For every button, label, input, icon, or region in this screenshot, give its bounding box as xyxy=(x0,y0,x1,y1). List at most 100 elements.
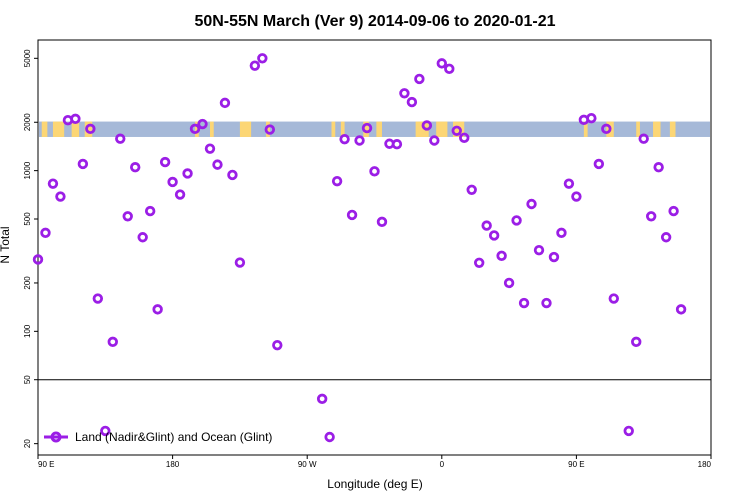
data-point xyxy=(174,189,186,200)
data-point xyxy=(212,159,223,170)
land-segment xyxy=(195,121,199,137)
data-point xyxy=(122,211,133,222)
data-point xyxy=(376,216,388,228)
data-point xyxy=(137,232,148,243)
y-tick-label: 1000 xyxy=(23,161,32,179)
legend-marker xyxy=(50,431,62,443)
data-point xyxy=(77,158,89,170)
y-axis-label: N Total xyxy=(0,226,12,263)
land-segment xyxy=(653,121,661,137)
data-point xyxy=(631,336,642,348)
data-point xyxy=(503,277,515,289)
land-segment xyxy=(436,121,448,137)
data-point xyxy=(601,123,612,135)
data-point xyxy=(85,123,96,135)
land-segment xyxy=(669,121,676,137)
data-point xyxy=(152,304,163,315)
land-segment xyxy=(583,121,588,137)
data-point xyxy=(556,227,567,239)
land-segment xyxy=(239,121,252,137)
x-tick-label: 90 W xyxy=(298,460,317,469)
land-segment xyxy=(52,121,65,137)
data-point xyxy=(518,297,530,309)
legend-label: Land (Nadir&Glint) and Ocean (Glint) xyxy=(75,430,272,444)
data-point xyxy=(197,118,208,130)
data-point xyxy=(638,133,649,144)
x-tick-label: 90 E xyxy=(38,460,54,469)
data-point xyxy=(399,88,410,99)
data-point xyxy=(272,339,283,351)
data-point xyxy=(369,166,380,177)
data-point xyxy=(436,58,447,69)
data-point xyxy=(533,244,545,256)
data-point xyxy=(444,63,455,75)
data-point xyxy=(414,73,425,85)
land-segment xyxy=(41,121,48,137)
data-point xyxy=(645,211,657,222)
data-point xyxy=(451,125,462,136)
data-point xyxy=(623,425,634,437)
data-point xyxy=(526,198,537,210)
y-tick-label: 100 xyxy=(23,324,32,338)
data-point xyxy=(234,257,246,268)
land-segment xyxy=(84,121,93,137)
land-segment xyxy=(376,121,382,137)
data-point xyxy=(541,297,552,309)
data-point xyxy=(339,133,350,145)
data-point xyxy=(511,215,522,226)
data-point xyxy=(586,112,597,124)
data-point xyxy=(481,220,492,231)
land-segment xyxy=(71,121,80,137)
data-point xyxy=(70,113,81,125)
y-tick-label: 5000 xyxy=(23,49,32,67)
x-tick-label: 0 xyxy=(440,460,445,469)
data-point xyxy=(316,393,328,405)
data-point xyxy=(563,178,575,189)
y-tick-label: 50 xyxy=(23,375,32,384)
data-point xyxy=(159,156,171,168)
data-point xyxy=(429,135,440,146)
data-point xyxy=(331,175,343,187)
data-point xyxy=(354,135,365,146)
data-point xyxy=(608,293,619,304)
y-axis: 20 50 100 200 500 1000 2000 5000 xyxy=(23,49,38,448)
data-point xyxy=(466,184,477,195)
data-point xyxy=(488,230,500,241)
data-point xyxy=(249,60,261,71)
data-point xyxy=(660,232,672,243)
y-tick-label: 2000 xyxy=(23,113,32,131)
data-point xyxy=(548,251,560,263)
x-axis: 90 E 180 90 W 0 90 E 180 xyxy=(37,455,712,469)
data-point xyxy=(668,205,679,217)
data-point xyxy=(219,97,231,109)
land-segment xyxy=(331,121,336,137)
data-point xyxy=(653,162,664,173)
plot-frame xyxy=(37,39,712,456)
x-axis-label: Longitude (deg E) xyxy=(327,477,422,491)
data-point xyxy=(391,139,403,150)
data-point xyxy=(130,162,141,173)
data-point xyxy=(115,133,126,144)
data-point xyxy=(32,254,44,265)
data-point xyxy=(182,168,193,179)
land-segment xyxy=(340,121,345,137)
data-point xyxy=(227,169,238,181)
land-segment xyxy=(453,121,465,137)
data-point xyxy=(346,209,358,221)
data-point xyxy=(189,123,201,135)
data-point xyxy=(264,124,276,135)
data-point xyxy=(144,205,156,217)
data-points xyxy=(32,53,687,443)
data-point xyxy=(100,425,111,437)
land-segment xyxy=(209,121,214,137)
land-segment xyxy=(636,121,640,137)
land-segment xyxy=(415,121,429,137)
data-point xyxy=(40,227,51,239)
land-segment xyxy=(266,121,270,137)
data-point xyxy=(473,257,485,268)
data-point xyxy=(406,96,418,108)
y-tick-label: 200 xyxy=(23,276,32,290)
data-point xyxy=(47,178,59,189)
data-point xyxy=(167,176,178,188)
